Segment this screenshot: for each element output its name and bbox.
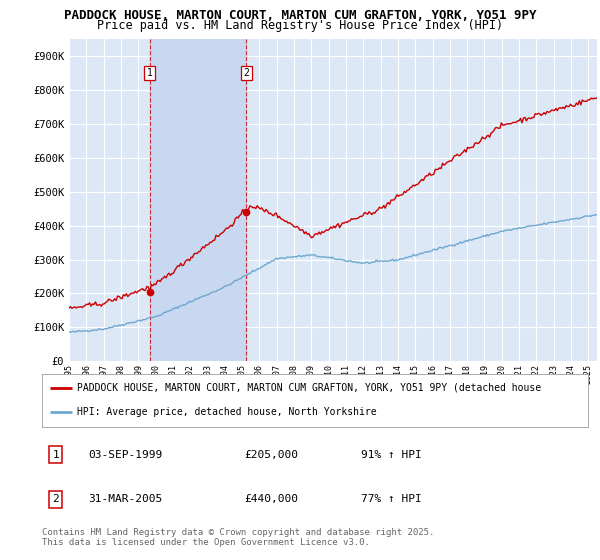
Text: £205,000: £205,000 [244,450,298,460]
Text: Price paid vs. HM Land Registry's House Price Index (HPI): Price paid vs. HM Land Registry's House … [97,19,503,32]
Bar [150,39,247,361]
Text: PADDOCK HOUSE, MARTON COURT, MARTON CUM GRAFTON, YORK, YO51 9PY (detached house: PADDOCK HOUSE, MARTON COURT, MARTON CUM … [77,383,542,393]
Text: 77% ↑ HPI: 77% ↑ HPI [361,494,422,505]
Text: 1: 1 [147,68,153,78]
Text: £440,000: £440,000 [244,494,298,505]
Text: 03-SEP-1999: 03-SEP-1999 [88,450,163,460]
Text: PADDOCK HOUSE, MARTON COURT, MARTON CUM GRAFTON, YORK, YO51 9PY: PADDOCK HOUSE, MARTON COURT, MARTON CUM … [64,9,536,22]
Text: 91% ↑ HPI: 91% ↑ HPI [361,450,422,460]
Text: 2: 2 [244,68,250,78]
Text: 2: 2 [52,494,59,505]
Text: HPI: Average price, detached house, North Yorkshire: HPI: Average price, detached house, Nort… [77,407,377,417]
Text: Contains HM Land Registry data © Crown copyright and database right 2025.
This d: Contains HM Land Registry data © Crown c… [42,528,434,547]
Text: 1: 1 [52,450,59,460]
Text: 31-MAR-2005: 31-MAR-2005 [88,494,163,505]
